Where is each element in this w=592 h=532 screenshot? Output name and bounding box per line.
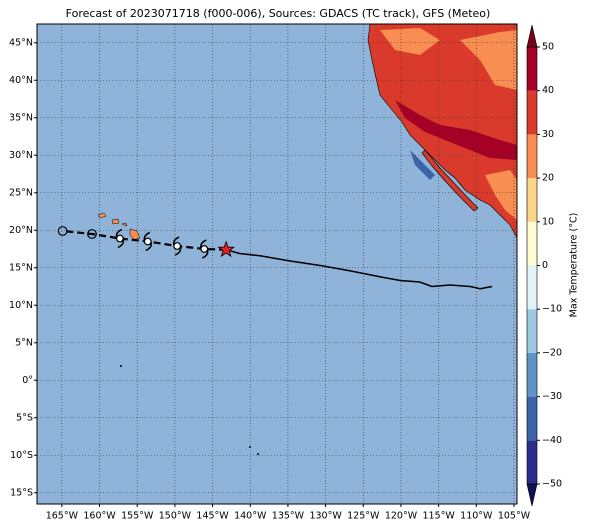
x-tick-label: 145°W bbox=[196, 511, 229, 522]
colorbar-band bbox=[527, 265, 537, 310]
map-title: Forecast of 2023071718 (f000-006), Sourc… bbox=[66, 7, 491, 20]
y-tick-label: 15°S bbox=[10, 487, 33, 498]
colorbar-tick-label: −20 bbox=[542, 347, 562, 358]
colorbar-extend-under bbox=[526, 483, 538, 507]
colorbar-band bbox=[527, 396, 537, 441]
forecast-storm-symbol bbox=[143, 231, 152, 252]
y-tick-label: 25°N bbox=[9, 187, 33, 198]
storm-center bbox=[115, 234, 124, 243]
x-tick-label: 125°W bbox=[347, 511, 380, 522]
colorbar-tick-label: 0 bbox=[542, 260, 548, 271]
y-tick-label: 40°N bbox=[9, 75, 33, 86]
x-tick-label: 160°W bbox=[83, 511, 116, 522]
y-tick-label: 45°N bbox=[9, 37, 33, 48]
x-tick-label: 165°W bbox=[46, 511, 79, 522]
x-tick-label: 115°W bbox=[422, 511, 455, 522]
current-position bbox=[217, 240, 235, 258]
y-tick-label: 20°N bbox=[9, 225, 33, 236]
x-tick-label: 140°W bbox=[234, 511, 267, 522]
y-tick-label: 35°N bbox=[9, 112, 33, 123]
storm-center bbox=[200, 245, 209, 253]
colorbar-band bbox=[527, 352, 537, 397]
x-tick-label: 120°W bbox=[385, 511, 418, 522]
y-tick-label: 15°N bbox=[9, 262, 33, 273]
land bbox=[97, 24, 517, 455]
forecast-storm-symbol bbox=[172, 236, 182, 256]
colorbar-tick-label: 30 bbox=[542, 129, 554, 140]
x-tick-label: 105°W bbox=[498, 511, 531, 522]
colorbar-band bbox=[527, 47, 537, 91]
colorbar-tick-label: 10 bbox=[542, 216, 554, 227]
colorbar-band bbox=[527, 221, 537, 266]
colorbar-tick-label: 40 bbox=[542, 85, 554, 96]
colorbar-tick-label: −50 bbox=[542, 479, 562, 490]
x-tick-label: 155°W bbox=[121, 511, 154, 522]
y-tick-label: 5°S bbox=[16, 412, 33, 423]
colorbar-tick-label: −10 bbox=[542, 304, 562, 315]
x-tick-label: 110°W bbox=[460, 511, 493, 522]
map-frame bbox=[36, 23, 518, 505]
y-tick-label: 10°S bbox=[10, 450, 33, 461]
colorbar-band bbox=[527, 134, 537, 179]
forecast-storm-symbol bbox=[200, 239, 209, 259]
colorbar-tick-label: −30 bbox=[542, 391, 562, 402]
colorbar-band bbox=[527, 178, 537, 222]
storm-center bbox=[173, 242, 182, 250]
colorbar-tick-label: 20 bbox=[542, 173, 554, 184]
storm-center bbox=[143, 237, 152, 246]
x-tick-label: 130°W bbox=[309, 511, 342, 522]
colorbar-band bbox=[527, 309, 537, 353]
baja-california bbox=[421, 149, 479, 212]
colorbar-band bbox=[527, 440, 537, 484]
hawaii bbox=[97, 212, 141, 241]
y-tick-label: 5°N bbox=[15, 337, 33, 348]
y-tick-label: 0° bbox=[22, 375, 33, 386]
forecast-storm-symbol bbox=[115, 228, 125, 249]
x-tick-label: 135°W bbox=[272, 511, 305, 522]
y-tick-label: 30°N bbox=[9, 150, 33, 161]
island bbox=[257, 453, 259, 455]
colorbar-tick-label: 50 bbox=[542, 42, 554, 53]
warm-region bbox=[380, 28, 517, 220]
x-tick-label: 150°W bbox=[159, 511, 192, 522]
colorbar-tick-label: −40 bbox=[542, 435, 562, 446]
past-track bbox=[225, 249, 493, 290]
colorbar-extend-over bbox=[526, 24, 538, 48]
cool-coast bbox=[410, 150, 435, 180]
y-tick-label: 10°N bbox=[9, 300, 33, 311]
forecast-point bbox=[87, 229, 97, 239]
colorbar-band bbox=[527, 90, 537, 135]
colorbar-label: Max Temperature (°C) bbox=[569, 213, 580, 318]
island bbox=[120, 365, 122, 367]
hot-region bbox=[395, 100, 517, 160]
forecast-point bbox=[57, 226, 68, 236]
